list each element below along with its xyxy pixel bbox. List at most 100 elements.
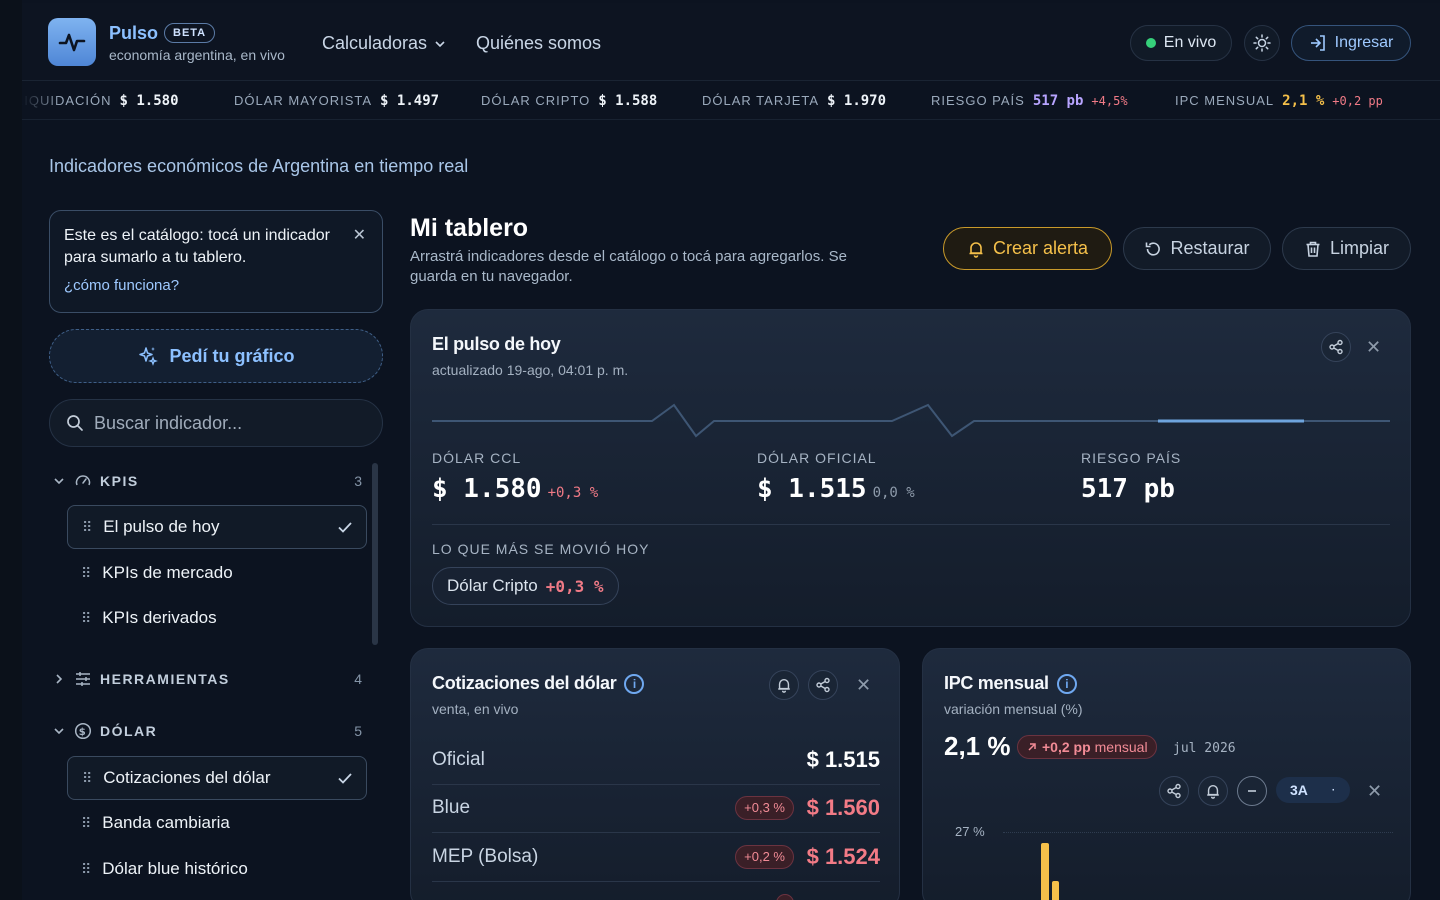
quote-name: MEP (Bolsa) <box>432 845 539 867</box>
kpi-value-oficial: $ 1.515 0,0 % <box>757 474 915 504</box>
sidebar-item-dolar-blue-historico[interactable]: ⠿ Dólar blue histórico <box>67 847 367 891</box>
share-icon <box>1329 339 1343 355</box>
y-axis-tick: 27 % <box>955 824 985 839</box>
live-status-pill[interactable]: En vivo <box>1130 25 1232 61</box>
kpi-value: $ 1.515 <box>757 474 867 504</box>
drag-handle-icon[interactable]: ⠿ <box>82 518 92 535</box>
ticker-bar: LIQUIDACIÓN $ 1.580 DÓLAR MAYORISTA $ 1.… <box>22 82 1440 120</box>
section-count: 5 <box>354 723 362 739</box>
ticker-value: $ 1.497 <box>380 93 440 109</box>
pulse-card[interactable]: El pulso de hoy actualizado 19-ago, 04:0… <box>410 309 1411 627</box>
chevron-right-icon <box>56 674 63 684</box>
ticker-value: $ 1.588 <box>598 93 658 109</box>
quote-value: $ 1.524 <box>806 843 880 869</box>
ipc-card-title: IPC mensual i <box>944 673 1077 695</box>
alert-button[interactable] <box>769 670 799 700</box>
sidebar-item-kpis-derivados[interactable]: ⠿ KPIs derivados <box>67 596 367 640</box>
close-icon[interactable]: ✕ <box>1367 781 1383 801</box>
reset-label: Restaurar <box>1170 238 1250 258</box>
drag-handle-icon[interactable]: ⠿ <box>81 609 91 626</box>
moved-change: +0,3 % <box>545 576 604 596</box>
sun-icon <box>1253 34 1271 52</box>
drag-handle-icon[interactable]: ⠿ <box>81 860 91 877</box>
ticker-item[interactable]: RIESGO PAÍS 517 pb +4,5% <box>931 93 1128 109</box>
info-icon[interactable]: i <box>624 674 645 695</box>
trash-icon <box>1306 241 1320 257</box>
drag-handle-icon[interactable]: ⠿ <box>81 814 91 831</box>
login-button[interactable]: Ingresar <box>1291 25 1411 61</box>
section-dolar[interactable]: $ DÓLAR 5 <box>52 722 362 740</box>
quote-row[interactable]: Oficial $ 1.515 <box>432 735 880 785</box>
ticker-item[interactable]: IPC MENSUAL 2,1 % +0,2 pp <box>1175 93 1383 109</box>
close-icon[interactable]: ✕ <box>352 227 366 244</box>
nav-calculadoras-label: Calculadoras <box>322 33 428 53</box>
close-icon[interactable]: ✕ <box>856 675 872 695</box>
ticker-item[interactable]: DÓLAR CRIPTO $ 1.588 <box>481 93 657 109</box>
ticker-label: DÓLAR CRIPTO <box>481 93 591 108</box>
ticker-label: IPC MENSUAL <box>1175 93 1275 108</box>
ticker-item[interactable]: DÓLAR TARJETA $ 1.970 <box>702 93 886 109</box>
nav-quienes-somos[interactable]: Quiénes somos <box>476 33 601 54</box>
share-button[interactable] <box>1159 776 1189 806</box>
minimize-button[interactable] <box>1237 776 1267 806</box>
drag-handle-icon[interactable]: ⠿ <box>82 769 92 786</box>
moved-chip[interactable]: Dólar Cripto +0,3 % <box>432 567 619 605</box>
quote-row[interactable]: MEP (Bolsa) +0,2 % $ 1.524 <box>432 832 880 882</box>
sidebar-item-kpis-de-mercado[interactable]: ⠿ KPIs de mercado <box>67 551 367 595</box>
section-herramientas[interactable]: HERRAMIENTAS 4 <box>52 670 362 688</box>
ask-chart-button[interactable]: Pedí tu gráfico <box>49 329 383 383</box>
section-kpis[interactable]: KPIS 3 <box>52 472 362 490</box>
create-alert-button[interactable]: Crear alerta <box>943 227 1112 270</box>
search-icon <box>67 415 83 431</box>
catalog-tip: Este es el catálogo: tocá un indicador p… <box>49 210 383 313</box>
how-it-works-link[interactable]: ¿cómo funciona? <box>64 277 180 294</box>
pulse-card-title: El pulso de hoy <box>432 334 561 354</box>
section-title: HERRAMIENTAS <box>100 671 230 687</box>
theme-toggle-button[interactable] <box>1244 25 1280 61</box>
ticker-item[interactable]: DÓLAR MAYORISTA $ 1.497 <box>234 93 439 109</box>
ticker-value: $ 1.970 <box>827 93 887 109</box>
sidebar-item-banda-cambiaria[interactable]: ⠿ Banda cambiaria <box>67 801 367 845</box>
sidebar-item-el-pulso-de-hoy[interactable]: ⠿ El pulso de hoy <box>67 505 367 549</box>
alert-button[interactable] <box>1198 776 1228 806</box>
sidebar-item-label: Cotizaciones del dólar <box>103 768 271 787</box>
quote-row[interactable] <box>432 882 880 900</box>
sidebar-item-label: Banda cambiaria <box>102 813 230 832</box>
create-alert-label: Crear alerta <box>992 238 1089 258</box>
sidebar-scrollbar[interactable] <box>372 463 378 645</box>
info-icon[interactable]: i <box>1056 674 1077 695</box>
range-value: 3A <box>1290 782 1308 798</box>
ipc-change: +0,2 pp <box>1042 739 1091 755</box>
brand-tagline: economía argentina, en vivo <box>109 47 285 63</box>
bell-icon <box>778 678 790 693</box>
page-subtitle: Indicadores económicos de Argentina en t… <box>49 156 469 176</box>
sparkles-icon <box>139 347 159 366</box>
share-icon <box>816 677 830 693</box>
share-button[interactable] <box>1321 332 1351 362</box>
chevron-down-icon <box>54 478 64 485</box>
close-icon[interactable]: ✕ <box>1366 337 1382 357</box>
ticker-fade <box>22 82 62 119</box>
clear-button[interactable]: Limpiar <box>1282 227 1411 270</box>
section-title: DÓLAR <box>100 723 158 739</box>
range-select[interactable]: 3A · <box>1276 777 1350 803</box>
minus-icon <box>1248 790 1256 792</box>
nav-calculadoras[interactable]: Calculadoras <box>322 33 447 54</box>
reset-button[interactable]: Restaurar <box>1123 227 1271 270</box>
logo-pulse-icon[interactable] <box>48 18 96 66</box>
ipc-card[interactable]: IPC mensual i variación mensual (%) 2,1 %… <box>922 648 1411 900</box>
chevron-down-icon <box>435 40 445 47</box>
ticker-value: 517 pb <box>1032 93 1084 109</box>
sidebar-item-cotizaciones-del-dolar[interactable]: ⠿ Cotizaciones del dólar <box>67 756 367 800</box>
gridline <box>1003 832 1393 833</box>
divider <box>432 524 1390 525</box>
brand-name[interactable]: Pulso <box>109 23 159 43</box>
share-button[interactable] <box>808 670 838 700</box>
search-input[interactable] <box>94 412 354 434</box>
ipc-bar <box>1052 881 1059 900</box>
header: Pulso BETA economía argentina, en vivo C… <box>22 3 1440 81</box>
dollar-quotes-card[interactable]: Cotizaciones del dólar i venta, en vivo ✕… <box>410 648 900 900</box>
drag-handle-icon[interactable]: ⠿ <box>81 564 91 581</box>
rotate-ccw-icon <box>1146 241 1161 256</box>
quote-row[interactable]: Blue +0,3 % $ 1.560 <box>432 783 880 833</box>
